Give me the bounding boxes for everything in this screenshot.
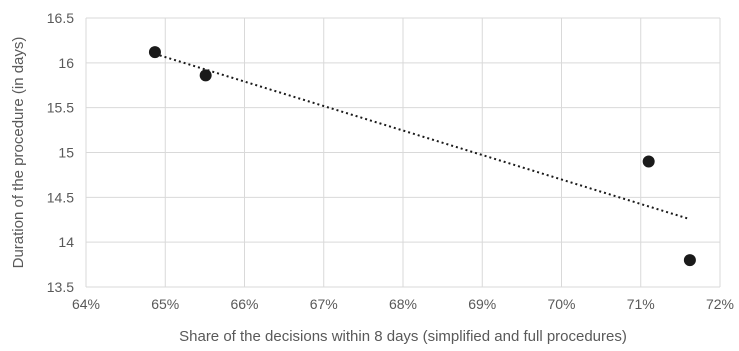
x-tick-label: 64%	[72, 296, 100, 312]
y-tick-label: 15	[58, 145, 74, 161]
y-tick-label: 16.5	[47, 10, 74, 26]
horizontal-gridlines	[86, 17, 720, 288]
y-tick-label: 13.5	[47, 279, 74, 295]
x-axis-tick-labels: 64% 65% 66% 67% 68% 69% 70% 71% 72%	[72, 296, 734, 312]
linear-trendline	[154, 52, 691, 221]
x-tick-label: 70%	[547, 296, 575, 312]
y-axis-tick-labels: 13.5 14 14.5 15 15.5 16 16.5	[47, 10, 74, 295]
x-tick-label: 65%	[151, 296, 179, 312]
x-tick-label: 66%	[230, 296, 258, 312]
data-point	[199, 69, 212, 82]
x-tick-label: 67%	[310, 296, 338, 312]
y-tick-label: 14	[58, 234, 74, 250]
x-tick-label: 68%	[389, 296, 417, 312]
y-axis-title: Duration of the procedure (in days)	[10, 37, 27, 269]
data-point	[148, 46, 161, 59]
x-axis-title: Share of the decisions within 8 days (si…	[179, 328, 627, 345]
data-point	[683, 254, 696, 267]
x-tick-label: 72%	[706, 296, 734, 312]
y-tick-label: 14.5	[47, 189, 74, 205]
x-tick-label: 71%	[627, 296, 655, 312]
y-tick-label: 15.5	[47, 100, 74, 116]
data-point	[642, 155, 655, 168]
y-tick-label: 16	[58, 55, 74, 71]
x-tick-label: 69%	[468, 296, 496, 312]
data-points	[148, 46, 696, 267]
